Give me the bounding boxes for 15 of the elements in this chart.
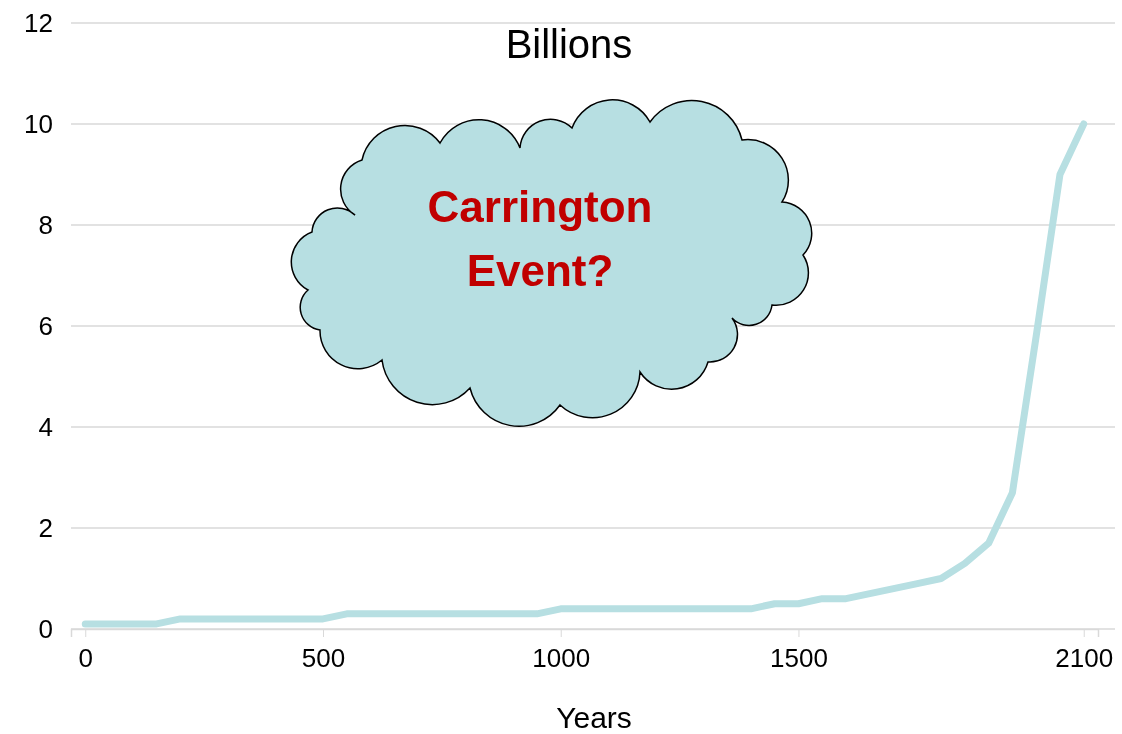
- x-tick-label: 500: [301, 643, 346, 674]
- x-axis-title: Years: [556, 701, 632, 734]
- y-tick-label: 10: [24, 108, 53, 139]
- y-tick-label: 4: [38, 411, 53, 442]
- y-tick-label: 8: [38, 209, 53, 240]
- x-tick-label: 1000: [532, 643, 591, 674]
- y-tick-label: 6: [38, 310, 53, 341]
- annotation: Carrington Event?: [427, 182, 653, 295]
- x-tick-label: 0: [78, 643, 93, 674]
- y-tick-label: 0: [38, 613, 53, 644]
- x-tick-label: 2100: [1055, 643, 1114, 674]
- x-tick-label: 1500: [770, 643, 828, 674]
- y-tick-label: 2: [38, 512, 53, 543]
- y-tick-label: 12: [24, 7, 53, 38]
- chart-title: Billions: [505, 22, 633, 66]
